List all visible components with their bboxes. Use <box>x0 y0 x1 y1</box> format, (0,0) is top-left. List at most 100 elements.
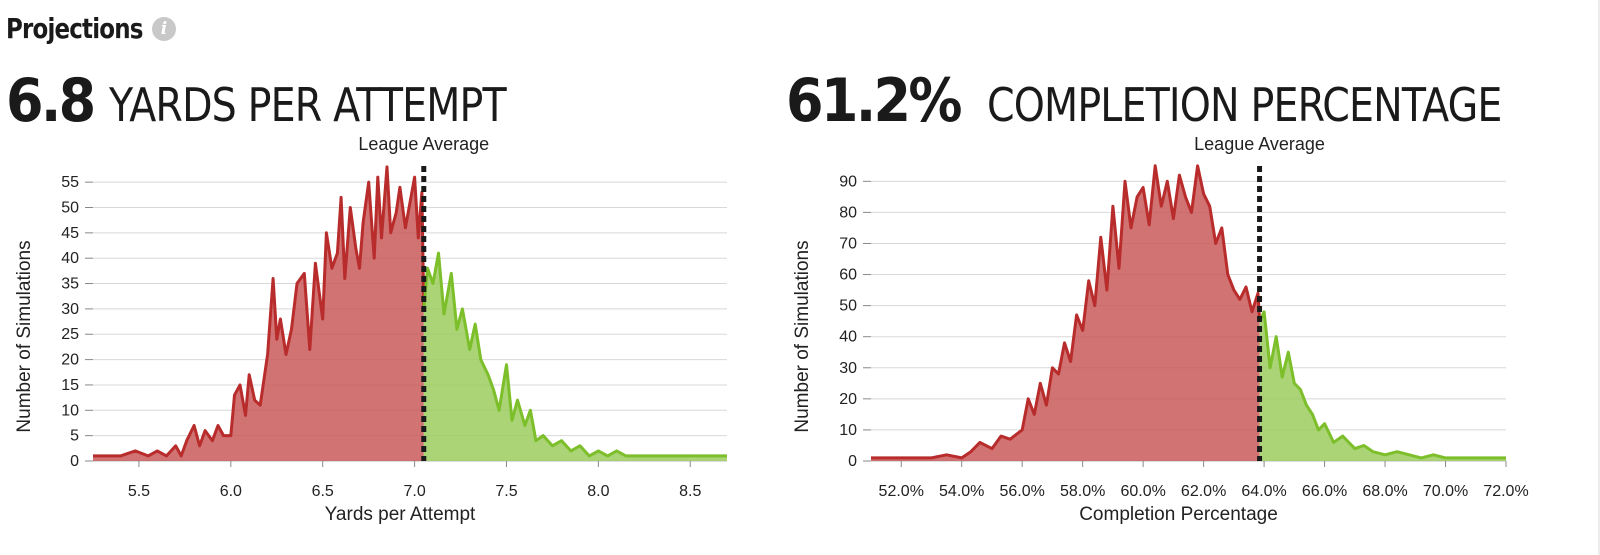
data-point <box>437 252 440 255</box>
data-point <box>1093 304 1096 307</box>
data-point <box>1118 267 1121 270</box>
section-title: Projections <box>6 12 143 45</box>
data-point <box>1420 456 1423 459</box>
above-average-series-line <box>1258 310 1506 460</box>
y-tick-label: 0 <box>70 453 79 470</box>
data-point <box>119 454 122 457</box>
data-point <box>92 454 95 457</box>
data-point <box>165 454 168 457</box>
data-point <box>492 389 495 392</box>
data-point <box>222 434 225 437</box>
data-point <box>1311 413 1314 416</box>
data-point <box>233 394 236 397</box>
data-point <box>275 338 278 341</box>
y-tick-label: 10 <box>839 422 857 439</box>
data-point <box>204 429 207 432</box>
y-tick-label: 5 <box>70 428 79 445</box>
x-tick-label: 60.0% <box>1120 483 1165 500</box>
data-point <box>1232 289 1235 292</box>
chart-comp: 0 10 20 30 40 50 60 70 80 90 52.0% 54.0% 56.0% 58.0% 6… <box>792 134 1529 525</box>
data-point <box>624 454 627 457</box>
x-tick-label: 6.0 <box>220 483 242 500</box>
y-tick-label: 40 <box>61 250 79 267</box>
data-point <box>1293 382 1296 385</box>
data-point <box>174 444 177 447</box>
data-point <box>1396 450 1399 453</box>
data-point <box>404 226 407 229</box>
data-point <box>1474 456 1477 459</box>
x-tick-label: 8.5 <box>679 483 701 500</box>
data-point <box>147 454 150 457</box>
data-point <box>239 383 242 386</box>
data-point <box>408 206 411 209</box>
data-point <box>960 456 963 459</box>
above-average-series-area <box>1259 311 1506 461</box>
data-point <box>1136 195 1139 198</box>
data-point <box>217 424 220 427</box>
data-point <box>259 404 262 407</box>
data-point <box>461 307 464 310</box>
projections-header: Projections i <box>6 12 176 45</box>
league-average-label: League Average <box>358 134 489 154</box>
data-point <box>560 439 563 442</box>
y-tick-label: 20 <box>839 391 857 408</box>
metric-label: COMPLETION PERCENTAGE <box>987 78 1502 132</box>
y-tick-label: 10 <box>61 402 79 419</box>
data-point <box>652 454 655 457</box>
y-tick-label: 90 <box>839 173 857 190</box>
data-point <box>1275 335 1278 338</box>
data-point <box>380 236 383 239</box>
data-point <box>455 328 458 331</box>
data-point <box>1372 450 1375 453</box>
x-axis-title: Completion Percentage <box>1079 504 1278 525</box>
data-point <box>1353 447 1356 450</box>
data-point <box>340 196 343 199</box>
data-point <box>1444 456 1447 459</box>
y-tick-label: 20 <box>61 352 79 369</box>
data-point <box>551 444 554 447</box>
data-point <box>398 186 401 189</box>
data-point <box>569 449 572 452</box>
data-point <box>1332 441 1335 444</box>
data-point <box>1408 453 1411 456</box>
y-tick-label: 55 <box>61 174 79 191</box>
data-point <box>991 447 994 450</box>
panel-border <box>1598 0 1600 555</box>
data-point <box>930 456 933 459</box>
data-point <box>1317 428 1320 431</box>
data-point <box>1323 422 1326 425</box>
data-point <box>597 449 600 452</box>
data-point <box>1190 211 1193 214</box>
info-icon[interactable]: i <box>152 16 176 41</box>
data-point <box>285 353 288 356</box>
data-point <box>296 282 299 285</box>
data-point <box>156 449 159 452</box>
data-point <box>253 399 256 402</box>
y-tick-label: 70 <box>839 235 857 252</box>
data-point <box>248 373 251 376</box>
data-point <box>426 267 429 270</box>
data-point <box>211 439 214 442</box>
above-average-series-area <box>423 253 727 461</box>
data-point <box>479 358 482 361</box>
data-point <box>1245 286 1248 289</box>
below-average-series-line <box>93 165 426 458</box>
data-point <box>1039 382 1042 385</box>
data-point <box>303 272 306 275</box>
data-point <box>1075 313 1078 316</box>
data-point <box>1362 444 1365 447</box>
data-point <box>1033 413 1036 416</box>
data-point <box>1087 279 1090 282</box>
data-point <box>1051 366 1054 369</box>
y-tick-label: 40 <box>839 329 857 346</box>
data-point <box>516 399 519 402</box>
y-tick-label: 50 <box>61 199 79 216</box>
data-point <box>978 441 981 444</box>
data-point <box>362 221 365 224</box>
data-point <box>689 454 692 457</box>
data-point <box>511 419 514 422</box>
data-point <box>229 434 232 437</box>
x-tick-label: 54.0% <box>939 483 984 500</box>
league-average-label: League Average <box>1194 134 1325 154</box>
data-point <box>1057 373 1060 376</box>
